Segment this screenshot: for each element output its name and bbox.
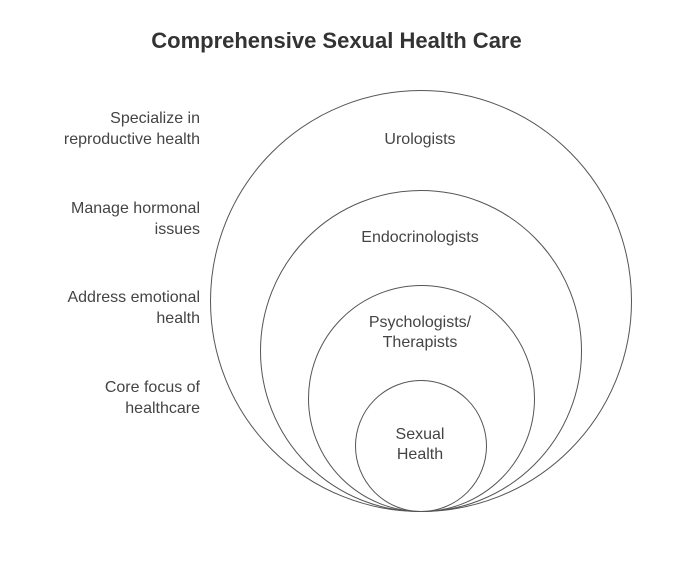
desc-1: Manage hormonalissues: [0, 199, 200, 241]
ring-label-1: Endocrinologists: [320, 228, 520, 248]
desc-0: Specialize inreproductive health: [0, 109, 200, 151]
ring-label-0: Urologists: [320, 130, 520, 150]
ring-label-2: Psychologists/Therapists: [320, 313, 520, 353]
ring-label-3: SexualHealth: [320, 425, 520, 465]
desc-2: Address emotionalhealth: [0, 288, 200, 330]
page-title: Comprehensive Sexual Health Care: [0, 28, 673, 54]
desc-3: Core focus ofhealthcare: [0, 378, 200, 420]
